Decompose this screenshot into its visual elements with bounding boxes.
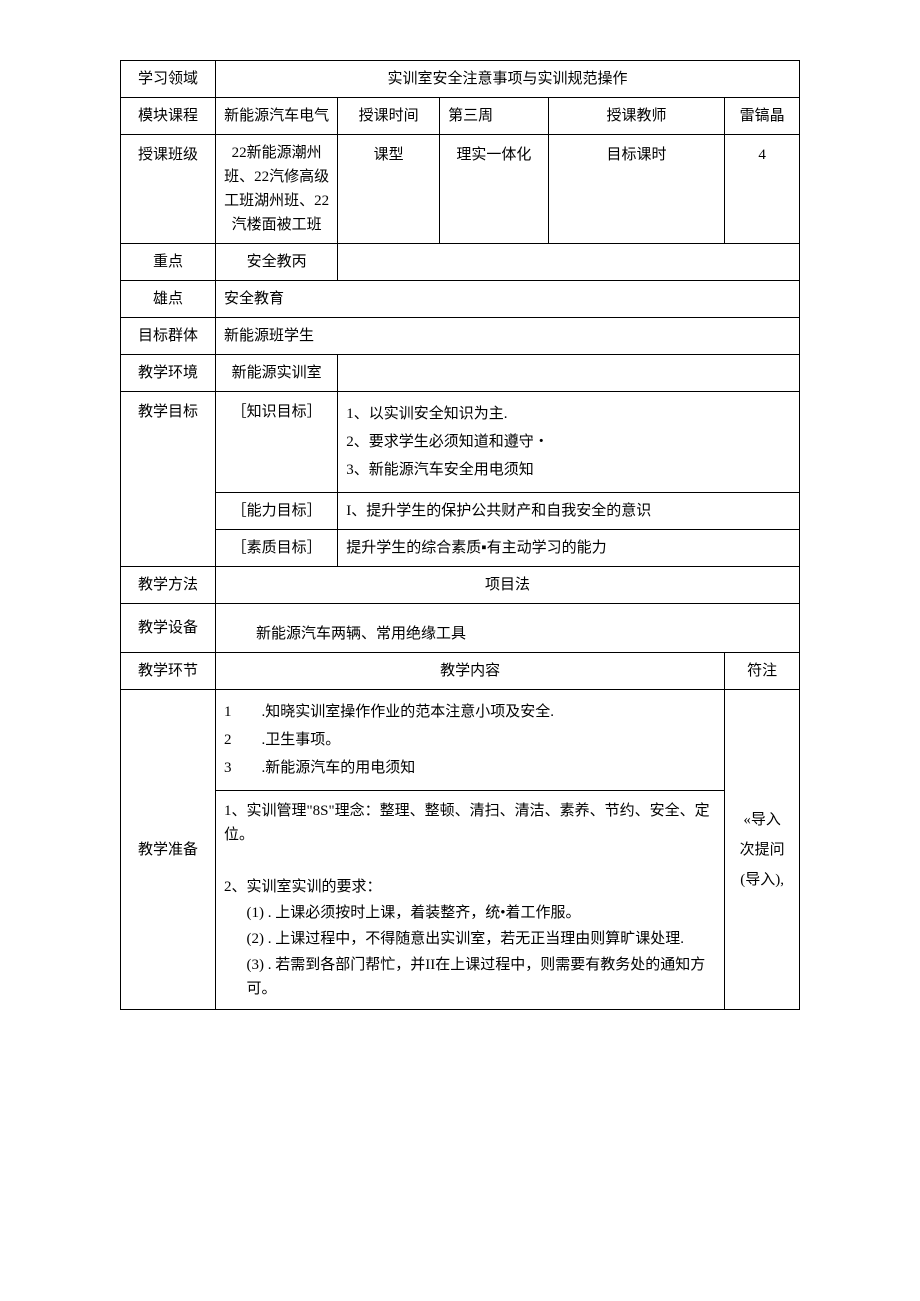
value-class: 22新能源潮州班、22汽修高级工班湖州班、22汽楼面被工班	[216, 135, 338, 244]
label-domain: 学习领域	[121, 61, 216, 98]
row-prep-bottom: 1、实训管理"8S"理念：整理、整顿、清扫、清洁、素养、节约、安全、定位。 2、…	[121, 791, 800, 1010]
prep-b-5: (3) . 若需到各部门帮忙，并II在上课过程中，则需要有教务处的通知方可。	[224, 953, 716, 1001]
knowledge-item-3: 3、新能源汽车安全用电须知	[346, 458, 791, 482]
label-course: 模块课程	[121, 98, 216, 135]
label-hours: 目标课时	[548, 135, 725, 244]
label-target-group: 目标群体	[121, 318, 216, 355]
row-environment: 教学环境 新能源实训室	[121, 355, 800, 392]
prep-b-2: 2、实训室实训的要求：	[224, 875, 716, 899]
label-prep: 教学准备	[121, 690, 216, 1010]
value-hours: 4	[725, 135, 800, 244]
lesson-plan-table: 学习领域 实训室安全注意事项与实训规范操作 模块课程 新能源汽车电气 授课时间 …	[120, 60, 800, 1010]
note-1: «导入	[733, 808, 791, 832]
label-content: 教学内容	[216, 653, 725, 690]
label-equipment: 教学设备	[121, 604, 216, 653]
value-ability: I、提升学生的保护公共财产和自我安全的意识	[338, 493, 800, 530]
knowledge-item-2: 2、要求学生必须知道和遵守・	[346, 430, 791, 454]
label-note: 符注	[725, 653, 800, 690]
row-domain: 学习领域 实训室安全注意事项与实训规范操作	[121, 61, 800, 98]
row-course: 模块课程 新能源汽车电气 授课时间 第三周 授课教师 雷镐晶	[121, 98, 800, 135]
row-section-header: 教学环节 教学内容 符注	[121, 653, 800, 690]
value-difficult: 安全教育	[216, 281, 800, 318]
label-quality: ［素质目标］	[216, 530, 338, 567]
label-time: 授课时间	[338, 98, 440, 135]
label-teacher: 授课教师	[548, 98, 725, 135]
row-equipment: 教学设备 新能源汽车两辆、常用绝缘工具	[121, 604, 800, 653]
knowledge-item-1: 1、以实训安全知识为主.	[346, 402, 791, 426]
label-ability: ［能力目标］	[216, 493, 338, 530]
note-3: (导入),	[733, 868, 791, 892]
value-equipment: 新能源汽车两辆、常用绝缘工具	[216, 604, 800, 653]
row-class: 授课班级 22新能源潮州班、22汽修高级工班湖州班、22汽楼面被工班 课型 理实…	[121, 135, 800, 244]
prep-top-content: 1 .知晓实训室操作作业的范本注意小项及安全. 2 .卫生事项。 3 .新能源汽…	[216, 690, 725, 791]
row-objectives-quality: ［素质目标］ 提升学生的综合素质▪有主动学习的能力	[121, 530, 800, 567]
value-type: 理实一体化	[440, 135, 549, 244]
prep-top-1: 1 .知晓实训室操作作业的范本注意小项及安全.	[224, 700, 716, 724]
value-key: 安全教丙	[216, 244, 338, 281]
blank-key	[338, 244, 800, 281]
row-target-group: 目标群体 新能源班学生	[121, 318, 800, 355]
prep-bottom-content: 1、实训管理"8S"理念：整理、整顿、清扫、清洁、素养、节约、安全、定位。 2、…	[216, 791, 725, 1010]
label-environment: 教学环境	[121, 355, 216, 392]
value-time: 第三周	[440, 98, 549, 135]
prep-b-1: 1、实训管理"8S"理念：整理、整顿、清扫、清洁、素养、节约、安全、定位。	[224, 799, 716, 847]
value-target-group: 新能源班学生	[216, 318, 800, 355]
blank-environment	[338, 355, 800, 392]
row-objectives-knowledge: 教学目标 ［知识目标］ 1、以实训安全知识为主. 2、要求学生必须知道和遵守・ …	[121, 392, 800, 493]
prep-note: «导入 次提问 (导入),	[725, 690, 800, 1010]
label-type: 课型	[338, 135, 440, 244]
note-2: 次提问	[733, 838, 791, 862]
value-course: 新能源汽车电气	[216, 98, 338, 135]
label-key: 重点	[121, 244, 216, 281]
row-difficult: 雄点 安全教育	[121, 281, 800, 318]
label-knowledge: ［知识目标］	[216, 392, 338, 493]
value-knowledge: 1、以实训安全知识为主. 2、要求学生必须知道和遵守・ 3、新能源汽车安全用电须…	[338, 392, 800, 493]
prep-top-3: 3 .新能源汽车的用电须知	[224, 756, 716, 780]
row-method: 教学方法 项目法	[121, 567, 800, 604]
label-section: 教学环节	[121, 653, 216, 690]
value-quality: 提升学生的综合素质▪有主动学习的能力	[338, 530, 800, 567]
label-objectives: 教学目标	[121, 392, 216, 567]
value-method: 项目法	[216, 567, 800, 604]
value-domain: 实训室安全注意事项与实训规范操作	[216, 61, 800, 98]
prep-b-3: (1) . 上课必须按时上课，着装整齐，统•着工作服。	[224, 901, 716, 925]
row-prep-top: 教学准备 1 .知晓实训室操作作业的范本注意小项及安全. 2 .卫生事项。 3 …	[121, 690, 800, 791]
value-environment: 新能源实训室	[216, 355, 338, 392]
row-objectives-ability: ［能力目标］ I、提升学生的保护公共财产和自我安全的意识	[121, 493, 800, 530]
prep-b-4: (2) . 上课过程中，不得随意出实训室，若无正当理由则算旷课处理.	[224, 927, 716, 951]
row-key: 重点 安全教丙	[121, 244, 800, 281]
value-teacher: 雷镐晶	[725, 98, 800, 135]
prep-top-2: 2 .卫生事项。	[224, 728, 716, 752]
label-class: 授课班级	[121, 135, 216, 244]
label-difficult: 雄点	[121, 281, 216, 318]
label-method: 教学方法	[121, 567, 216, 604]
